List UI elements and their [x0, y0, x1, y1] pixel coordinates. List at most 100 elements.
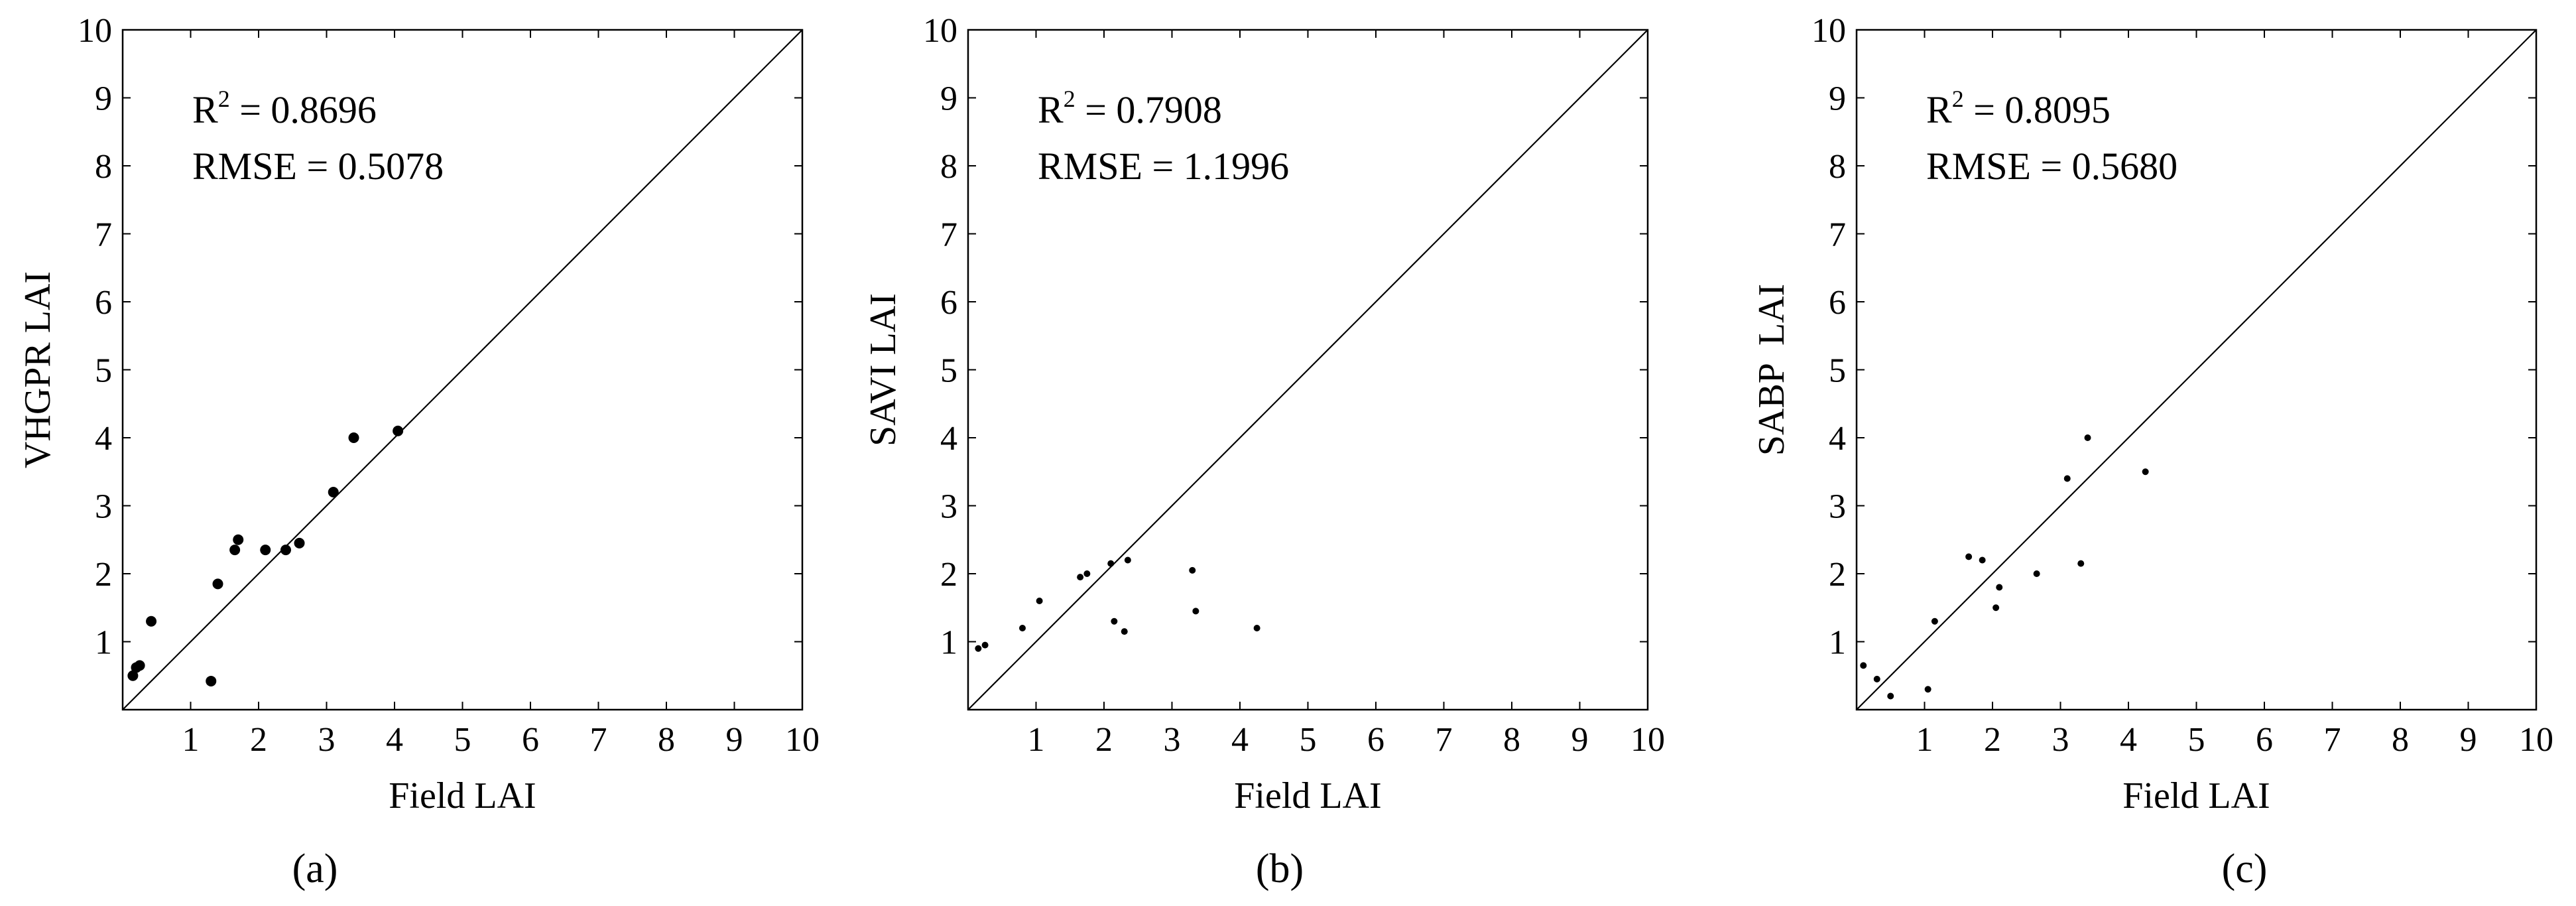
x-tick-label: 1	[1028, 721, 1045, 759]
x-tick-label: 4	[2120, 721, 2137, 759]
x-tick-label: 3	[1164, 721, 1181, 759]
y-axis-label: VHGPR LAI	[17, 271, 58, 468]
y-tick-label: 6	[95, 284, 112, 322]
data-point	[206, 675, 217, 686]
x-tick-label: 9	[2460, 721, 2477, 759]
x-tick-label: 8	[658, 721, 675, 759]
y-tick-label: 1	[1829, 624, 1846, 662]
data-point	[1077, 574, 1084, 581]
x-tick-label: 5	[2188, 721, 2205, 759]
data-point	[2142, 468, 2149, 476]
data-point	[134, 660, 145, 671]
data-point	[1124, 556, 1131, 564]
y-tick-label: 1	[940, 624, 957, 662]
r2-annotation: R2 = 0.8696	[192, 86, 377, 131]
data-point	[1887, 692, 1894, 700]
x-tick-label: 6	[522, 721, 539, 759]
y-tick-label: 2	[95, 556, 112, 594]
r2-superscript: 2	[1064, 86, 1075, 112]
data-point	[1111, 617, 1118, 625]
data-point	[1873, 675, 1880, 682]
y-tick-label: 2	[940, 556, 957, 594]
data-point	[1924, 686, 1932, 693]
panel-caption: (b)	[1256, 846, 1304, 891]
r2-symbol: R	[192, 88, 218, 131]
data-point	[2033, 570, 2040, 577]
data-point	[1192, 608, 1199, 615]
rmse-annotation: RMSE = 0.5078	[192, 145, 444, 188]
y-tick-label: 8	[940, 148, 957, 186]
y-tick-label: 6	[940, 284, 957, 322]
data-point	[1965, 553, 1973, 560]
y-tick-label: 5	[940, 352, 957, 390]
y-tick-label: 3	[95, 488, 112, 526]
data-point	[294, 537, 305, 549]
x-tick-label: 6	[1367, 721, 1384, 759]
x-tick-label: 3	[2052, 721, 2069, 759]
x-tick-label: 10	[2519, 721, 2553, 759]
data-point	[981, 641, 989, 649]
panel-caption: (c)	[2222, 846, 2268, 891]
data-point	[2063, 475, 2071, 482]
y-tick-label: 7	[1829, 216, 1846, 254]
r2-symbol: R	[1926, 88, 1952, 131]
r2-value: = 0.8095	[1964, 88, 2111, 131]
y-axis-label: SABP LAI	[1751, 284, 1792, 456]
data-point	[1993, 604, 2000, 612]
rmse-annotation: RMSE = 1.1996	[1038, 145, 1289, 188]
x-tick-label: 9	[726, 721, 743, 759]
data-point	[260, 545, 271, 556]
y-tick-label: 2	[1829, 556, 1846, 594]
x-axis-label: Field LAI	[389, 775, 536, 816]
x-tick-label: 4	[1231, 721, 1249, 759]
x-tick-label: 7	[590, 721, 607, 759]
r2-annotation: R2 = 0.8095	[1926, 86, 2111, 131]
x-tick-label: 6	[2256, 721, 2273, 759]
r2-annotation: R2 = 0.7908	[1038, 86, 1222, 131]
data-point	[1979, 556, 1986, 564]
r2-value: = 0.8696	[230, 88, 377, 131]
x-tick-label: 10	[1630, 721, 1665, 759]
data-point	[1189, 566, 1196, 574]
data-point	[2084, 434, 2091, 441]
y-tick-label: 4	[1829, 420, 1846, 458]
panel-caption: (a)	[292, 846, 338, 891]
data-point	[1036, 598, 1043, 604]
x-axis-label: Field LAI	[2122, 775, 2270, 816]
x-tick-label: 8	[1503, 721, 1520, 759]
y-tick-label: 8	[1829, 148, 1846, 186]
r2-superscript: 2	[1952, 86, 1964, 112]
identity-line	[122, 29, 803, 710]
r2-symbol: R	[1038, 88, 1064, 131]
y-tick-label: 9	[95, 80, 112, 118]
y-tick-label: 8	[95, 148, 112, 186]
y-tick-label: 3	[1829, 488, 1846, 526]
x-tick-label: 8	[2392, 721, 2409, 759]
y-tick-label: 10	[78, 12, 112, 50]
x-tick-label: 9	[1571, 721, 1589, 759]
rmse-annotation: RMSE = 0.5680	[1926, 145, 2177, 188]
r2-superscript: 2	[218, 86, 230, 112]
data-point	[328, 487, 339, 497]
y-tick-label: 10	[1811, 12, 1846, 50]
data-point	[1253, 625, 1260, 631]
x-tick-label: 7	[2324, 721, 2341, 759]
chart-panel-2: 1 2 3 4 5 6 7 8 9 10 1 2 3 4 5 6 7 8 9 10 Field LAI SAVI LAI R…	[863, 12, 1665, 891]
y-tick-label: 7	[95, 216, 112, 254]
x-tick-label: 4	[386, 721, 403, 759]
data-point	[1083, 570, 1091, 577]
y-tick-label: 9	[940, 80, 957, 118]
x-tick-label: 2	[250, 721, 267, 759]
identity-line	[967, 29, 1648, 710]
x-tick-label: 5	[454, 721, 471, 759]
y-axis-label: SAVI LAI	[863, 293, 904, 446]
y-tick-label: 7	[940, 216, 957, 254]
data-point	[212, 578, 223, 590]
data-point	[280, 545, 291, 556]
y-tick-label: 4	[940, 420, 957, 458]
data-point	[348, 432, 359, 443]
chart-panel-3: 1 2 3 4 5 6 7 8 9 10 1 2 3 4 5 6 7 8 9 10 Field LAI SABP LAI R…	[1751, 12, 2553, 891]
data-point	[975, 645, 982, 652]
x-tick-label: 5	[1300, 721, 1317, 759]
data-point	[2077, 560, 2085, 567]
